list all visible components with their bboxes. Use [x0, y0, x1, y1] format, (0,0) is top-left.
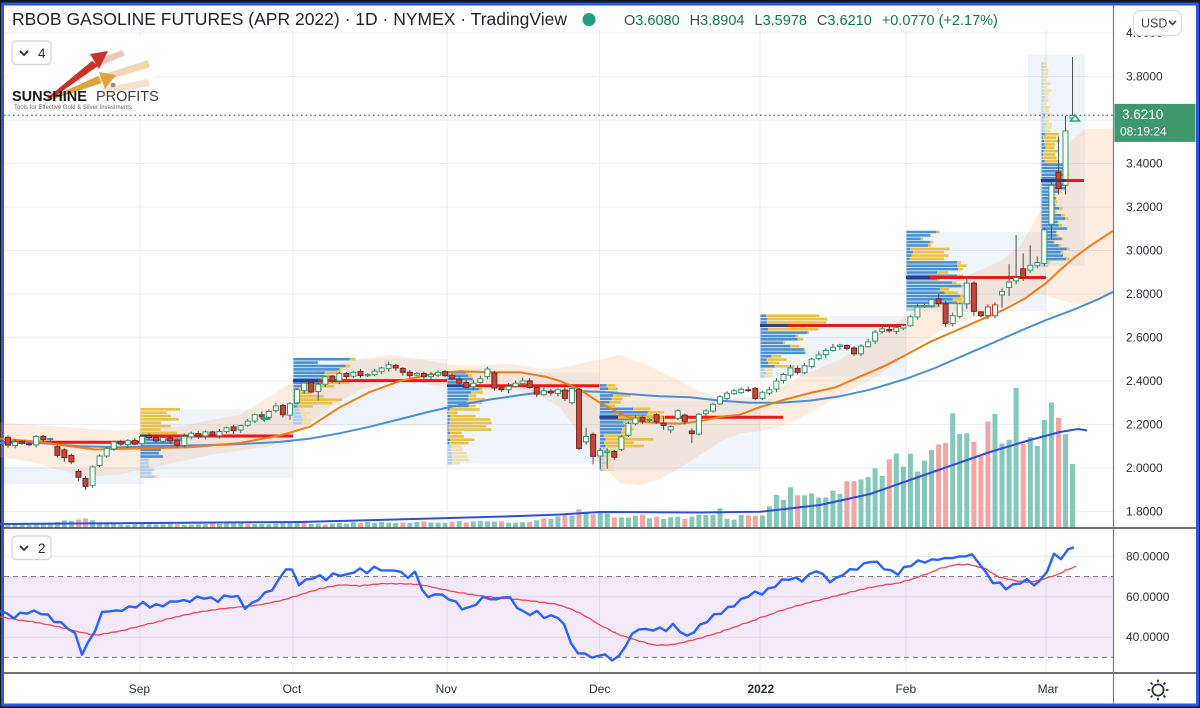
svg-text:Mar: Mar [1038, 682, 1059, 696]
svg-text:3.4000: 3.4000 [1126, 157, 1163, 171]
svg-text:08:19:24: 08:19:24 [1120, 124, 1167, 138]
svg-text:Sep: Sep [129, 682, 151, 696]
svg-text:3.6210: 3.6210 [1122, 107, 1163, 122]
svg-text:Nov: Nov [436, 682, 457, 696]
svg-text:3.0000: 3.0000 [1126, 244, 1163, 258]
svg-text:2.6000: 2.6000 [1126, 331, 1163, 345]
svg-text:80.0000: 80.0000 [1126, 549, 1170, 563]
svg-text:2.8000: 2.8000 [1126, 287, 1163, 301]
svg-text:4: 4 [38, 46, 46, 61]
svg-text:40.0000: 40.0000 [1126, 630, 1170, 644]
svg-text:PROFITS: PROFITS [96, 89, 159, 105]
svg-text:USD: USD [1141, 17, 1167, 31]
svg-text:3.2000: 3.2000 [1126, 200, 1163, 214]
svg-text:Oct: Oct [283, 682, 302, 696]
svg-text:2.2000: 2.2000 [1126, 418, 1163, 432]
svg-text:2022: 2022 [747, 682, 774, 696]
svg-text:3.8000: 3.8000 [1126, 70, 1163, 84]
svg-text:Tools for Effective Gold & Sil: Tools for Effective Gold & Silver Invest… [14, 105, 132, 111]
svg-text:2.0000: 2.0000 [1126, 461, 1163, 475]
svg-text:1.8000: 1.8000 [1126, 505, 1163, 519]
svg-text:Dec: Dec [589, 682, 610, 696]
svg-text:2.4000: 2.4000 [1126, 374, 1163, 388]
svg-text:SUNSHINE: SUNSHINE [12, 89, 87, 105]
svg-text:Feb: Feb [895, 682, 916, 696]
svg-text:2: 2 [38, 541, 46, 556]
svg-text:60.0000: 60.0000 [1126, 590, 1170, 604]
svg-text:RBOB GASOLINE FUTURES (APR 202: RBOB GASOLINE FUTURES (APR 2022) · 1D · … [12, 9, 567, 29]
